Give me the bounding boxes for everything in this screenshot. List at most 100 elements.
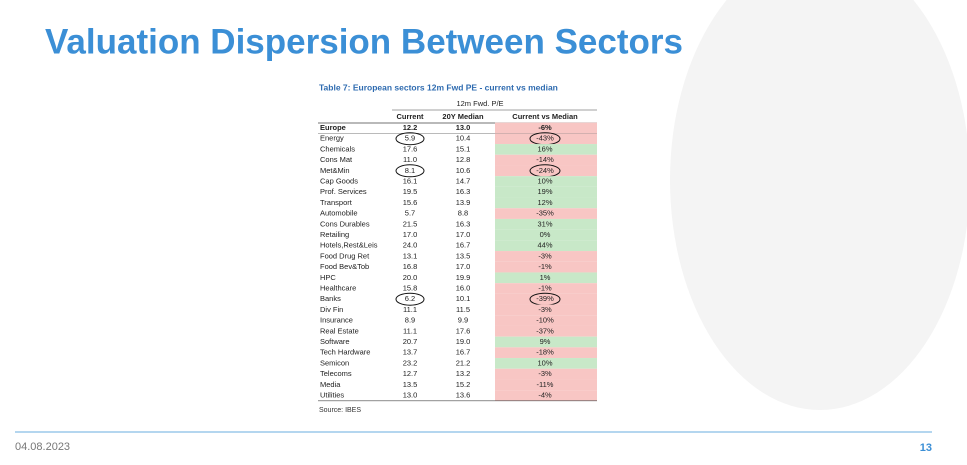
column-header: Current vs Median [512, 112, 578, 121]
sector-name: Retailing [320, 230, 349, 239]
table-cell: -3% [538, 369, 552, 378]
table-cell: 20.0 [403, 273, 418, 282]
table-cell: 13.5 [456, 251, 471, 260]
table-cell: -11% [537, 380, 554, 389]
sector-name: Telecoms [320, 369, 352, 378]
table-cell: -1% [538, 283, 552, 292]
table-cell: 9.9 [458, 316, 468, 325]
table-cell: -37% [536, 326, 554, 335]
table-cell: -35% [536, 209, 554, 218]
table-cell: 21.2 [456, 358, 471, 367]
table-body: Europe 12.2 13.0 -6% Energy 5.9 10.4 -43% Chemic… [318, 122, 597, 402]
table-cell: 16.8 [403, 262, 418, 271]
table-cell: 16.1 [403, 176, 418, 185]
change-cell [495, 336, 597, 348]
sector-name: Healthcare [320, 283, 356, 292]
sector-name: HPC [320, 273, 336, 282]
sector-name: Food Drug Ret [320, 251, 370, 260]
change-cell [495, 315, 597, 326]
change-cell [495, 218, 597, 230]
table-cell: 10.1 [456, 294, 471, 303]
sector-name: Automobile [320, 209, 358, 218]
table-cell: 8.1 [405, 166, 415, 175]
table-cell: -39% [536, 294, 554, 303]
sector-name: Met&Min [320, 166, 350, 175]
table-cell: 17.6 [403, 144, 418, 153]
table-cell: 12% [537, 198, 552, 207]
highlight-circle [395, 132, 425, 146]
table-cell: 19.9 [456, 273, 471, 282]
change-cell [495, 240, 597, 252]
change-cell [495, 186, 597, 198]
table-cell: -3% [538, 305, 552, 314]
table-cell: 10% [537, 358, 552, 367]
change-cell [495, 133, 597, 145]
table-cell: 12.2 [403, 123, 418, 132]
sector-name: Real Estate [320, 326, 359, 335]
change-cell [495, 293, 597, 305]
sector-name: Chemicals [320, 144, 355, 153]
sector-name: Cons Durables [320, 219, 370, 228]
sector-name: Energy [320, 134, 344, 143]
group-header: 12m Fwd. P/E [456, 99, 503, 108]
table-cell: 17.0 [456, 230, 471, 239]
sector-name: Media [320, 380, 341, 389]
table-cell: 8.9 [405, 316, 415, 325]
table-cell: 44% [537, 241, 552, 250]
table-cell: 16% [537, 144, 552, 153]
slide-title: Valuation Dispersion Between Sectors [45, 22, 683, 61]
change-cell [495, 251, 597, 262]
change-cell [495, 197, 597, 209]
table-cell: -1% [538, 262, 552, 271]
table-cell: 11.0 [403, 155, 417, 164]
change-cell [495, 325, 597, 337]
table-cell: 9% [540, 337, 551, 346]
table-cell: 15.6 [403, 198, 418, 207]
table-cell: 16.3 [456, 187, 471, 196]
table-cell: 13.2 [456, 369, 471, 378]
table-cell: 24.0 [403, 241, 418, 250]
change-cell [495, 347, 597, 359]
table-cell: 11.1 [403, 305, 417, 314]
table-cell: 12.8 [456, 155, 471, 164]
column-header: 20Y Median [442, 112, 484, 121]
table-cell: 13.7 [403, 348, 418, 357]
table-cell: 23.2 [403, 358, 418, 367]
table-cell: 16.7 [456, 348, 471, 357]
sector-name: Insurance [320, 316, 353, 325]
table-cell: -24% [536, 166, 554, 175]
table-cell: 17.6 [456, 326, 471, 335]
sector-name: Software [320, 337, 350, 346]
sector-name: Semicon [320, 358, 349, 367]
change-cell [495, 358, 597, 369]
table-cell: 17.0 [403, 230, 418, 239]
change-cell [495, 176, 597, 187]
table-cell: 21.5 [403, 219, 418, 228]
sector-name: Cons Mat [320, 155, 353, 164]
change-cell [495, 379, 597, 391]
change-cell [495, 272, 597, 284]
table-cell: -14% [536, 155, 554, 164]
highlight-circle [395, 292, 425, 306]
page-number: 13 [920, 442, 932, 454]
table-cell: 10% [537, 176, 552, 185]
table-cell: 19.5 [403, 187, 418, 196]
table-cell: 6.2 [405, 294, 415, 303]
sector-name: Prof. Services [320, 187, 367, 196]
table-cell: 8.8 [458, 209, 468, 218]
sector-name: Hotels,Rest&Leis [320, 241, 378, 250]
table-cell: 11.5 [456, 305, 470, 314]
table-cell: 5.9 [405, 134, 415, 143]
sector-name: Cap Goods [320, 176, 358, 185]
table-cell: -4% [538, 390, 552, 399]
sector-name: Div Fin [320, 305, 343, 314]
table-cell: 16.3 [456, 219, 471, 228]
table-cell: 13.0 [403, 390, 418, 399]
footer-date: 04.08.2023 [15, 441, 70, 453]
change-cell [495, 390, 597, 401]
sector-name: Tech Hardware [320, 348, 370, 357]
table-cell: 10.6 [456, 166, 471, 175]
sector-name: Utilities [320, 390, 344, 399]
table-cell: 11.1 [403, 326, 417, 335]
